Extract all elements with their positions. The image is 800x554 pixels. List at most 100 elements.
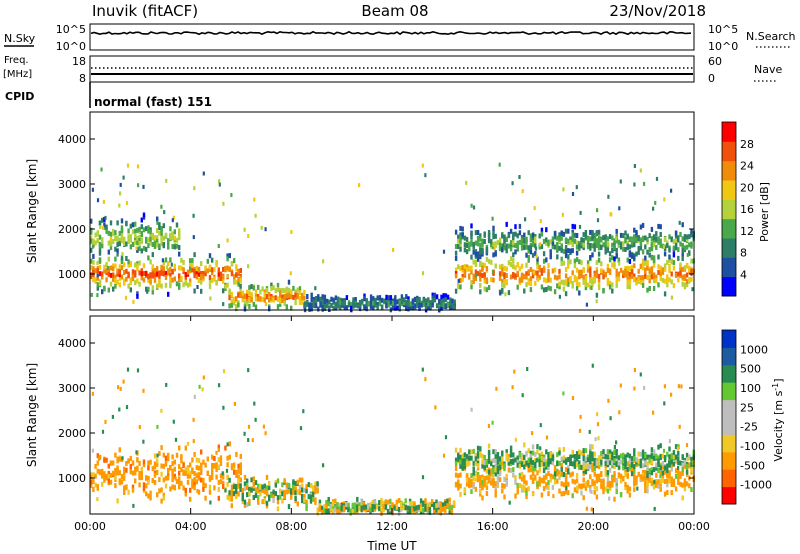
echo-cell (112, 460, 115, 466)
echo-cell (197, 271, 201, 277)
echo-cell (604, 237, 607, 243)
echo-cell (323, 508, 326, 514)
echo-cell (509, 452, 513, 458)
echo-cell (600, 237, 603, 243)
echo-cell (472, 460, 475, 466)
echo-cell (92, 269, 95, 275)
echo-cell (556, 254, 559, 260)
echo-cell (239, 283, 242, 289)
echo-cell (573, 224, 577, 230)
echo-cell (162, 243, 165, 249)
echo-cell (474, 240, 478, 246)
echo-cell (635, 457, 638, 463)
echo-cell (668, 257, 671, 263)
echo-cell (114, 475, 117, 481)
echo-cell (356, 303, 360, 309)
echo-cell (173, 276, 176, 282)
echo-cell (369, 299, 373, 305)
echo-cell (211, 474, 214, 480)
echo-cell (628, 266, 631, 271)
echo-cell (373, 504, 377, 510)
echo-cell (569, 259, 572, 265)
echo-cell (657, 254, 660, 260)
echo-cell (672, 461, 676, 467)
echo-cell (683, 482, 687, 488)
echo-cell (440, 294, 443, 300)
echo-cell (619, 179, 622, 184)
echo-cell (542, 457, 546, 463)
echo-cell (670, 482, 673, 487)
echo-cell (237, 474, 240, 480)
echo-cell (470, 482, 473, 488)
echo-cell (272, 497, 275, 503)
echo-cell (628, 486, 632, 492)
echo-cell (529, 453, 533, 459)
echo-cell (584, 230, 588, 235)
echo-cell (633, 368, 636, 372)
echo-cell (668, 234, 671, 240)
echo-cell (637, 461, 640, 467)
echo-cell (626, 461, 629, 467)
echo-cell (657, 239, 660, 245)
echo-cell (409, 304, 412, 310)
echo-cell (334, 301, 338, 307)
echo-cell (485, 491, 489, 496)
echo-cell (109, 236, 113, 242)
echo-cell (529, 450, 533, 456)
echo-cell (340, 503, 344, 508)
echo-cell (114, 452, 117, 458)
echo-cell (584, 233, 588, 239)
echo-cell (257, 296, 260, 302)
echo-cell (505, 273, 508, 278)
echo-cell (233, 462, 236, 468)
echo-cell (672, 260, 676, 266)
echo-cell (639, 458, 643, 464)
echo-cell (547, 277, 550, 283)
echo-cell (101, 274, 104, 280)
echo-cell (538, 481, 541, 487)
echo-cell (602, 489, 605, 495)
echo-cell (481, 476, 484, 482)
echo-cell (558, 232, 561, 238)
echo-cell (571, 449, 574, 455)
echo-cell (626, 284, 629, 289)
echo-cell (611, 476, 614, 482)
echo-cell (147, 475, 150, 481)
echo-cell (164, 282, 168, 288)
echo-cell (668, 470, 671, 476)
echo-cell (246, 492, 249, 498)
echo-cell (247, 438, 250, 442)
echo-cell (520, 462, 524, 467)
echo-cell (394, 302, 397, 308)
echo-cell (564, 228, 568, 234)
echo-cell (237, 482, 240, 488)
echo-cell (470, 230, 473, 236)
echo-cell (564, 238, 568, 244)
echo-cell (178, 245, 181, 250)
echo-cell (411, 299, 415, 305)
echo-cell (158, 275, 161, 280)
echo-cell (380, 297, 384, 303)
echo-cell (481, 251, 484, 257)
echo-cell (569, 277, 572, 283)
echo-cell (619, 383, 622, 388)
echo-cell (571, 237, 574, 243)
echo-cell (580, 240, 583, 246)
echo-cell (553, 474, 557, 480)
echo-cell (298, 477, 302, 483)
echo-cell (92, 238, 95, 244)
echo-cell (540, 451, 544, 457)
echo-cell (654, 200, 657, 205)
echo-cell (659, 481, 662, 487)
echo-cell (492, 225, 495, 231)
echo-cell (608, 284, 612, 290)
echo-cell (312, 496, 315, 502)
echo-cell (481, 459, 484, 465)
echo-cell (670, 462, 673, 468)
echo-cell (298, 290, 302, 296)
echo-cell (202, 481, 205, 487)
echo-cell (208, 489, 212, 495)
echo-cell (129, 244, 132, 250)
echo-cell (529, 267, 533, 272)
